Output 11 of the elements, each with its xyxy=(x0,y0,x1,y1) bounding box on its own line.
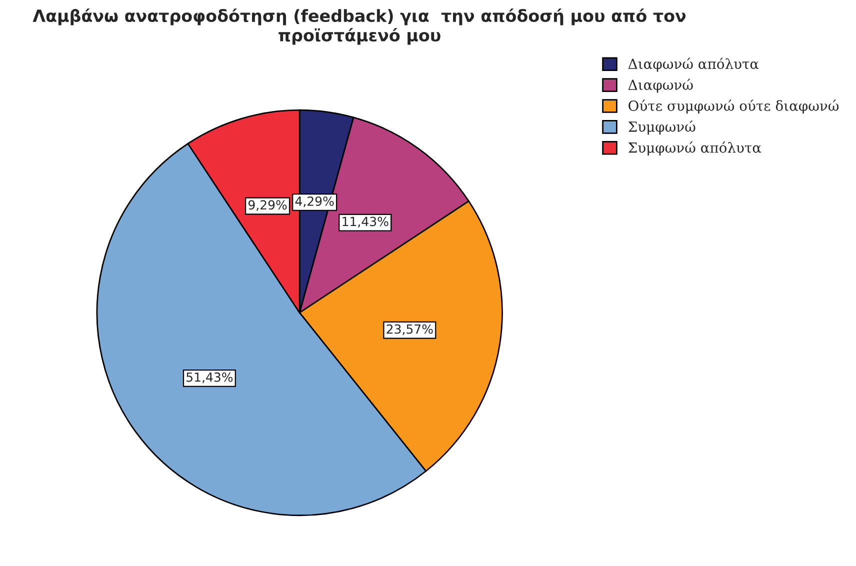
chart-title: Λαμβάνω ανατροφοδότηση (feedback) για την απόδοσή μου από τον προϊστάμενό μου xyxy=(32,8,686,45)
data-label: 51,43% xyxy=(186,372,233,384)
data-label: 23,57% xyxy=(386,324,433,336)
legend-label: Συμφωνώ απόλυτα xyxy=(628,142,762,156)
data-label: 11,43% xyxy=(342,216,388,228)
data-label: 9,29% xyxy=(248,200,287,211)
legend-label: Ούτε συμφωνώ ούτε διαφωνώ xyxy=(628,100,839,114)
data-label: 4,29% xyxy=(295,196,334,208)
legend-label: Διαφωνώ απόλυτα xyxy=(628,58,759,72)
legend-label: Διαφωνώ xyxy=(628,78,693,93)
legend-label: Συμφωνώ xyxy=(628,120,696,135)
